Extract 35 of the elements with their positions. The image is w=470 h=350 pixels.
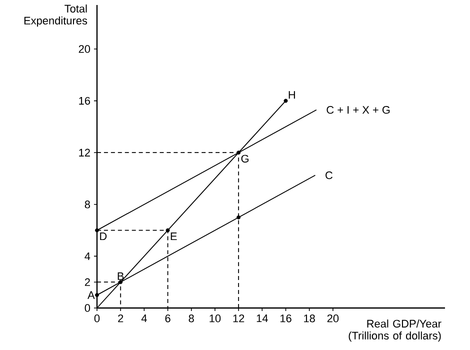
x-tick-label: 12 [233, 314, 244, 322]
annotation: H [288, 91, 295, 99]
annotation: B [118, 272, 124, 280]
y-tick-label: 16 [79, 96, 90, 105]
y-tick-label: 0 [84, 304, 90, 312]
series-label: C [326, 171, 333, 180]
x-tick-label: 10 [210, 314, 221, 322]
annotation: A [88, 291, 95, 299]
y-tick-label: 12 [79, 148, 90, 156]
x-axis-title: Real GDP/Year (Trillions of dollars) [348, 320, 442, 342]
annotation: D [100, 232, 107, 240]
point [284, 98, 288, 103]
y-tick-label: 8 [84, 200, 90, 208]
x-tick-label: 4 [141, 314, 147, 322]
y-axis-title: Total Expenditures [24, 4, 88, 27]
x-tick-label: 14 [256, 314, 268, 322]
y-tick-label: 20 [78, 45, 90, 53]
x-tick-label: 2 [118, 314, 124, 322]
point [95, 293, 99, 298]
x-tick-label: 16 [280, 314, 292, 322]
point [236, 150, 241, 155]
point [236, 215, 241, 220]
x-tick-label: 8 [188, 314, 194, 322]
y-tick-label: 4 [84, 252, 90, 260]
x-tick-label: 20 [327, 314, 339, 322]
y-tick-label: 2 [84, 278, 90, 286]
annotation: E [170, 232, 177, 240]
x-tick-label: 6 [165, 314, 170, 322]
point [166, 228, 170, 232]
series-label: C + I + X + G [326, 106, 390, 114]
x-tick-label: 0 [94, 314, 100, 322]
point [95, 228, 99, 232]
annotation: G [241, 154, 248, 163]
x-tick-label: 18 [304, 314, 315, 322]
point [118, 280, 123, 284]
